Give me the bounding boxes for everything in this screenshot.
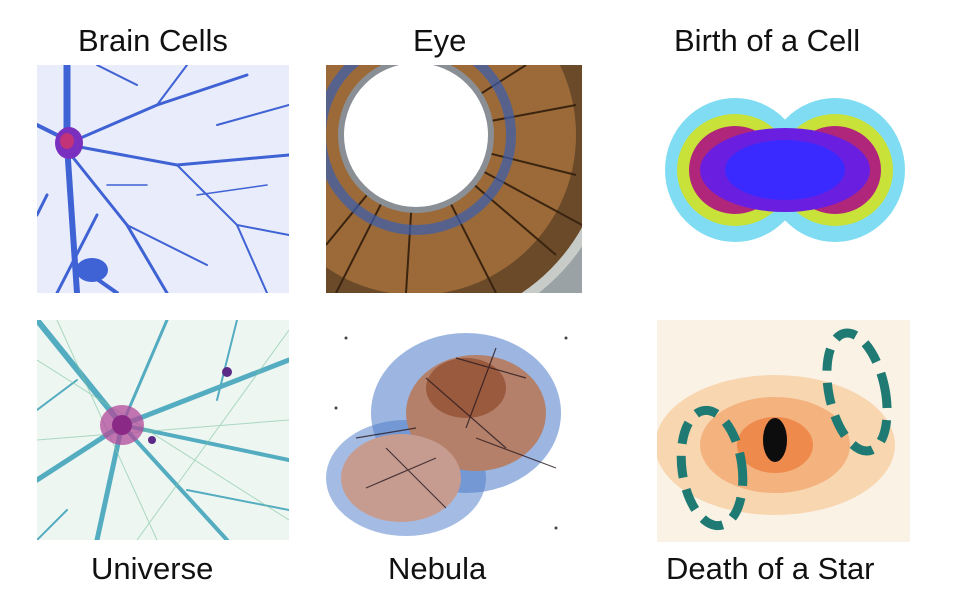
birth-of-a-cell-image [660,88,910,253]
label-eye: Eye [413,23,467,58]
label-birth-of-a-cell: Birth of a Cell [674,23,861,58]
label-nebula: Nebula [388,551,487,586]
label-universe: Universe [91,551,214,586]
nebula-image [326,318,582,544]
universe-image [37,320,289,540]
death-of-a-star-image [657,320,910,542]
label-brain-cells: Brain Cells [78,23,228,58]
label-death-of-a-star: Death of a Star [666,551,875,586]
brain-cells-image [37,65,289,293]
eye-image [326,65,582,293]
